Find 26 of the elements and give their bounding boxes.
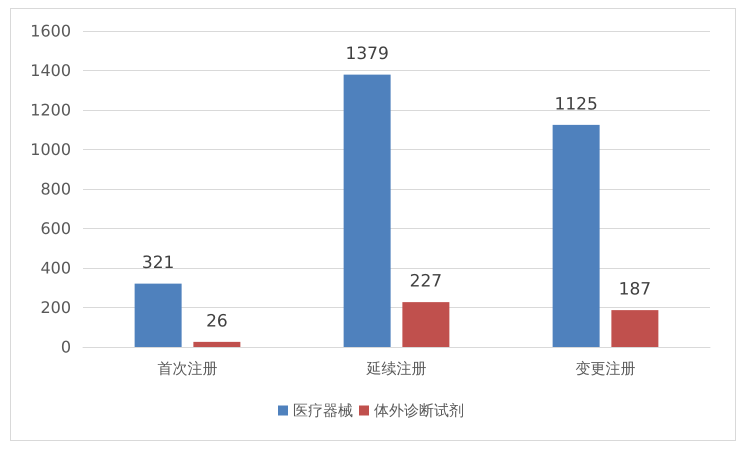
legend-label: 医疗器械 [293, 402, 353, 420]
data-label: 321 [142, 253, 174, 274]
data-label: 26 [206, 311, 228, 332]
legend-label: 体外诊断试剂 [374, 402, 464, 420]
y-tick-label: 200 [40, 298, 71, 317]
x-tick-label: 首次注册 [158, 360, 218, 378]
bar [193, 342, 240, 347]
data-label: 187 [618, 280, 652, 300]
bar [344, 74, 391, 347]
y-tick-label: 600 [40, 219, 71, 238]
data-label: 1379 [345, 44, 389, 64]
y-tick-label: 1400 [30, 61, 71, 80]
bar [134, 284, 182, 347]
bar [611, 310, 658, 347]
y-tick-label: 800 [40, 180, 71, 198]
y-tick-label: 1200 [30, 100, 71, 120]
x-tick-label: 延续注册 [366, 360, 426, 378]
x-tick-label: 变更注册 [576, 360, 636, 378]
data-label: 227 [410, 272, 442, 292]
bar [552, 124, 600, 347]
y-tick-label: 1000 [30, 140, 71, 159]
data-label: 1125 [554, 94, 598, 114]
y-tick-label: 0 [60, 338, 71, 356]
y-tick-label: 1600 [30, 22, 71, 40]
bar [402, 302, 450, 347]
y-tick-label: 400 [40, 258, 71, 278]
